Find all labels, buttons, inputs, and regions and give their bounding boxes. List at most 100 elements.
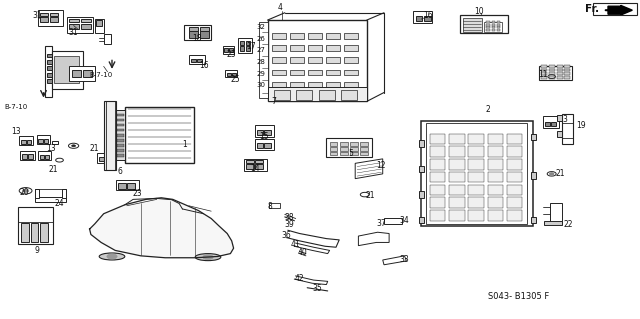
Bar (486, 21, 490, 23)
Bar (539, 66, 572, 80)
Bar (44, 139, 48, 143)
Bar (543, 116, 559, 128)
Bar (468, 210, 484, 221)
Text: 2: 2 (485, 105, 490, 114)
Bar (340, 147, 348, 151)
Text: 19: 19 (576, 121, 586, 130)
Bar (274, 90, 290, 100)
Bar (557, 65, 563, 68)
Text: 25: 25 (230, 75, 241, 84)
Bar (326, 82, 340, 87)
Ellipse shape (196, 254, 220, 260)
Bar (200, 31, 209, 38)
Bar (549, 76, 555, 79)
Bar (104, 101, 116, 170)
Text: 4: 4 (278, 4, 283, 12)
Bar (106, 157, 111, 161)
Bar (486, 26, 490, 28)
Bar (531, 217, 536, 223)
Bar (360, 142, 368, 146)
Bar (31, 223, 38, 242)
Bar (430, 159, 445, 170)
Bar (430, 197, 445, 208)
Bar (272, 82, 286, 87)
Text: 37: 37 (376, 219, 386, 228)
Bar (308, 57, 322, 63)
Text: 1: 1 (182, 140, 187, 149)
Text: 8: 8 (268, 202, 273, 211)
Bar (19, 136, 33, 145)
Text: 5: 5 (348, 149, 353, 158)
Bar (507, 210, 522, 221)
Bar (549, 69, 555, 71)
Text: 32: 32 (257, 24, 266, 30)
Bar (419, 217, 424, 223)
Bar (319, 90, 335, 100)
Bar (507, 172, 522, 182)
Bar (449, 146, 465, 157)
FancyArrow shape (608, 5, 632, 15)
Bar (541, 76, 547, 79)
Bar (117, 139, 124, 142)
Bar (326, 45, 340, 51)
Bar (416, 16, 422, 21)
Bar (484, 22, 502, 32)
Text: 31: 31 (68, 28, 79, 37)
Text: 6: 6 (118, 167, 123, 176)
Text: 10: 10 (474, 7, 484, 16)
Bar (224, 48, 228, 52)
Bar (492, 24, 495, 26)
Bar (350, 142, 358, 146)
Bar (225, 70, 237, 77)
Bar (255, 125, 274, 137)
Bar (21, 223, 29, 242)
Bar (564, 76, 570, 79)
Bar (341, 90, 357, 100)
Bar (200, 27, 209, 31)
Bar (360, 147, 368, 151)
Bar (52, 51, 83, 89)
Bar (507, 134, 522, 144)
Bar (424, 16, 431, 21)
Bar (308, 94, 322, 100)
Text: 14: 14 (250, 164, 260, 173)
Bar (488, 185, 503, 195)
Bar (296, 90, 312, 100)
Bar (81, 19, 91, 22)
Bar (62, 189, 66, 198)
Bar (116, 180, 139, 190)
Bar (38, 151, 51, 160)
Text: 38: 38 (284, 213, 294, 222)
Text: 40: 40 (297, 248, 307, 257)
Bar (272, 94, 286, 100)
Bar (238, 38, 252, 53)
Text: 25: 25 (227, 50, 237, 59)
Bar (330, 142, 337, 146)
Bar (507, 159, 522, 170)
Bar (463, 18, 482, 32)
Text: 33: 33 (399, 255, 410, 263)
Bar (264, 130, 271, 135)
Text: 13: 13 (46, 144, 56, 153)
Bar (593, 3, 637, 15)
Bar (308, 82, 322, 87)
Bar (38, 139, 43, 143)
Bar (240, 41, 244, 45)
Text: 16: 16 (422, 11, 433, 20)
Bar (117, 119, 124, 121)
Bar (117, 124, 124, 126)
Bar (486, 24, 490, 26)
Bar (290, 94, 304, 100)
Circle shape (203, 255, 213, 260)
Bar (488, 210, 503, 221)
Bar (449, 210, 465, 221)
Bar (20, 151, 35, 160)
Bar (27, 140, 31, 144)
Bar (326, 70, 340, 75)
Polygon shape (358, 232, 389, 246)
Bar (488, 146, 503, 157)
Text: 7: 7 (271, 97, 276, 106)
Bar (72, 70, 81, 77)
Bar (117, 129, 124, 131)
Bar (344, 57, 358, 63)
